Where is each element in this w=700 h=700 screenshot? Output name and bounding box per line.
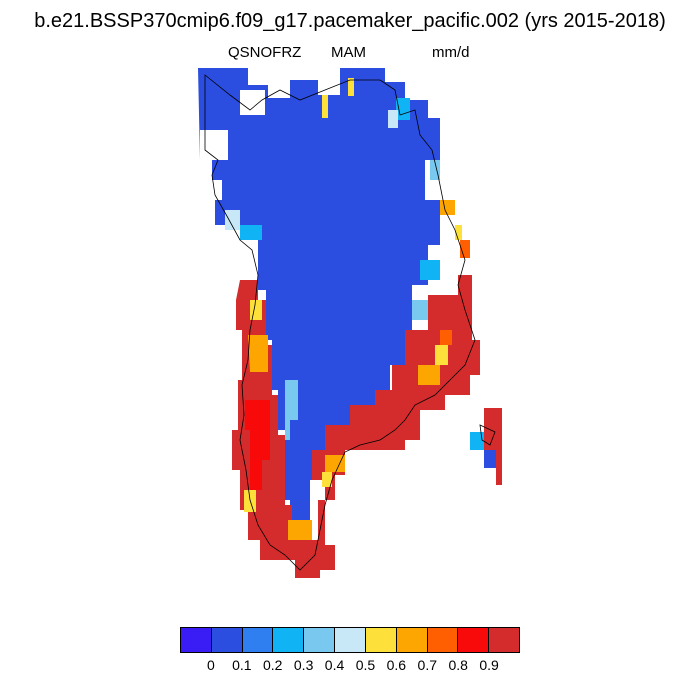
colorbar [180, 627, 520, 653]
colorbar-tick-label: 0.7 [417, 657, 437, 673]
colorbar-swatch [211, 628, 243, 652]
season-label: MAM [331, 44, 366, 61]
variable-label: QSNOFRZ [228, 44, 302, 61]
colorbar-swatch [489, 628, 519, 652]
colorbar-tick-label: 0.8 [448, 657, 468, 673]
colorbar-tick-label: 0.5 [355, 657, 376, 673]
colorbar-swatch [304, 628, 336, 652]
colorbar-tick-label: 0 [207, 657, 215, 673]
colorbar-swatch [242, 628, 274, 652]
colorbar-swatch [335, 628, 366, 652]
interior-field [198, 68, 440, 520]
colorbar-swatch [458, 628, 490, 652]
east-island-field [484, 408, 502, 485]
units-label: mm/d [432, 44, 470, 61]
colorbar-tick-label: 0.9 [479, 657, 499, 673]
coastline [204, 74, 476, 571]
plot-title: b.e21.BSSP370cmip6.f09_g17.pacemaker_pac… [34, 10, 666, 32]
colorbar-tick-label: 0.3 [293, 657, 314, 673]
colorbar-tick-label: 0.6 [386, 657, 407, 673]
colorbar-swatch [365, 628, 397, 652]
colorbar-tick-label: 0.4 [324, 657, 345, 673]
colorbar-swatch [396, 628, 428, 652]
colorbar-swatch [273, 628, 305, 652]
colorbar-tick-label: 0.2 [262, 657, 283, 673]
colorbar-swatch [181, 628, 212, 652]
colorbar-swatch [427, 628, 459, 652]
southeast-coast-field [312, 275, 480, 500]
colorbar-labels: 0 0.1 0.2 0.3 0.4 0.5 0.6 0.7 0.8 0.9 [0, 657, 700, 677]
colorbar-tick-label: 0.1 [232, 657, 252, 673]
